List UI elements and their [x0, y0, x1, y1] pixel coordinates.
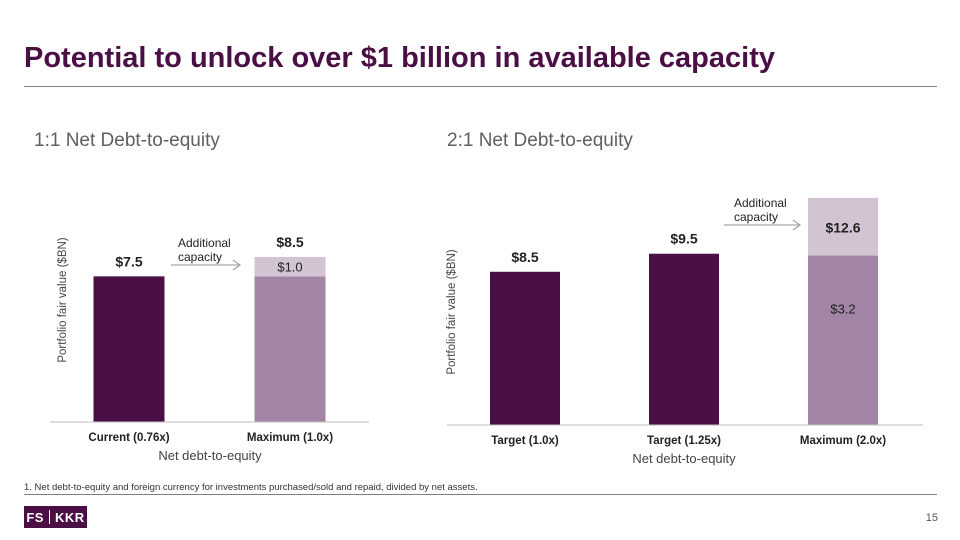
chart1-category-label-2: Maximum (1.0x)	[247, 432, 333, 444]
title-divider	[24, 86, 937, 87]
chart1-bar-1	[93, 276, 165, 422]
chart2-subtitle: 2:1 Net Debt-to-equity	[447, 130, 633, 151]
logo-right: KKR	[54, 509, 85, 525]
logo-separator	[48, 510, 50, 524]
chart2-category-label-2: Target (1.25x)	[647, 435, 721, 447]
chart2-bar-3	[808, 255, 878, 425]
chart2-y-axis-title: Portfolio fair value ($BN)	[446, 249, 458, 374]
chart2-category-label-1: Target (1.0x)	[491, 435, 559, 447]
logo-left: FS	[26, 509, 44, 525]
chart2-annotation-arrowhead	[792, 219, 802, 231]
chart2-additional-label: $3.2	[830, 302, 855, 317]
chart2-annotation-line-1: Additional	[734, 196, 787, 210]
chart1-annotation-line-1: Additional	[178, 236, 231, 250]
page-number: 15	[925, 512, 938, 524]
footer-divider	[24, 494, 937, 495]
chart1-total-label-2: $8.5	[276, 234, 303, 250]
chart2-total-label-3: $12.6	[825, 220, 860, 236]
chart2-bar-2	[649, 253, 719, 425]
chart1-additional-label: $1.0	[277, 260, 302, 275]
page-title: Potential to unlock over $1 billion in a…	[24, 42, 775, 74]
fs-kkr-logo: FS KKR	[24, 506, 87, 528]
chart1-subtitle: 1:1 Net Debt-to-equity	[34, 130, 220, 151]
footnote: 1. Net debt-to-equity and foreign curren…	[24, 482, 478, 493]
chart1-total-label-1: $7.5	[115, 253, 142, 269]
chart1-x-axis-title: Net debt-to-equity	[158, 448, 262, 463]
chart2-bar-3-additional	[808, 197, 878, 256]
chart1-annotation-line-2: capacity	[178, 250, 222, 264]
chart1-annotation-arrowhead	[232, 259, 242, 271]
chart2-bar-1	[490, 271, 560, 425]
chart2-total-label-1: $8.5	[511, 249, 538, 265]
chart2-x-axis-title: Net debt-to-equity	[632, 451, 736, 466]
chart1-bar-2-additional	[254, 256, 326, 277]
chart1-category-label-1: Current (0.76x)	[88, 432, 169, 444]
chart1-y-axis-title: Portfolio fair value ($BN)	[57, 237, 69, 362]
chart2-annotation-line-2: capacity	[734, 210, 778, 224]
chart2-category-label-3: Maximum (2.0x)	[800, 435, 886, 447]
chart2-total-label-2: $9.5	[670, 231, 697, 247]
chart1-bar-2	[254, 276, 326, 422]
